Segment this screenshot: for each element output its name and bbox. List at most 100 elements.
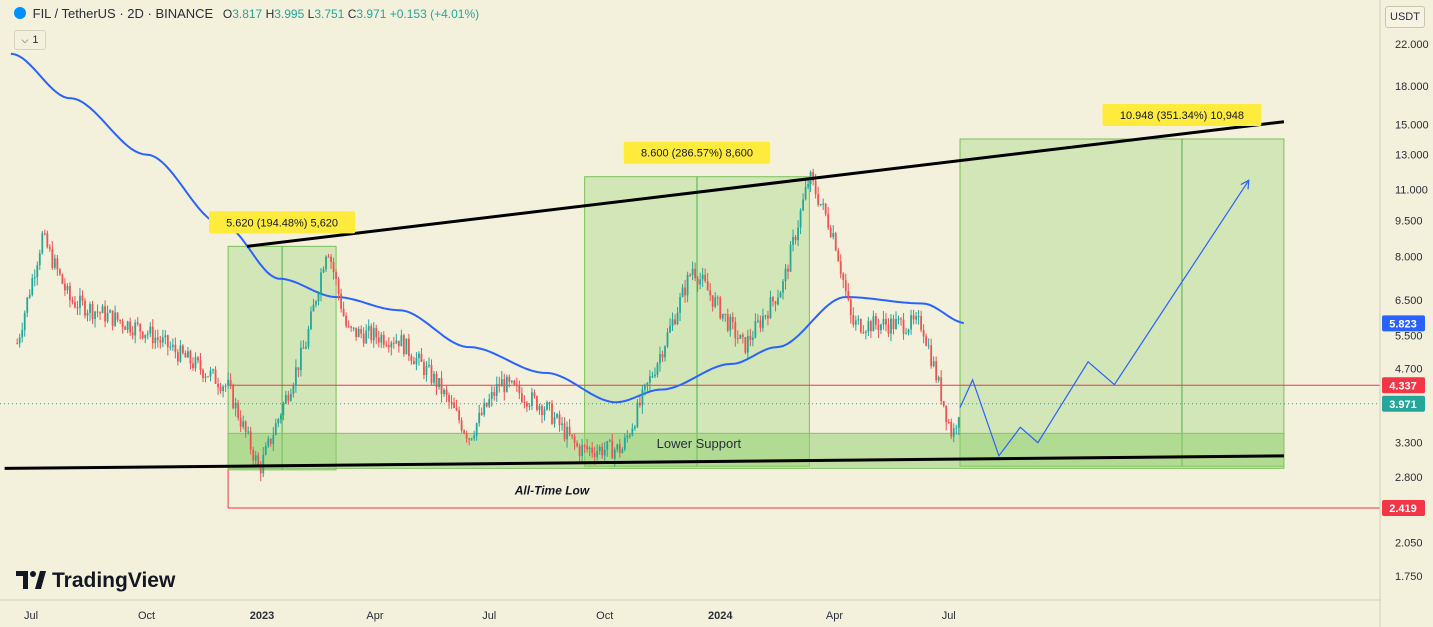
candle-body — [305, 346, 307, 349]
candle-body — [292, 385, 295, 394]
candle-body — [224, 385, 227, 387]
candle-body — [822, 203, 825, 205]
candle-body — [192, 363, 194, 369]
y-tick-label: 11.000 — [1395, 185, 1428, 197]
candle-body — [849, 299, 852, 316]
candle-body — [36, 265, 39, 278]
candle-body — [297, 367, 300, 371]
candle-body — [252, 449, 255, 461]
candle-body — [779, 292, 782, 298]
candle-body — [179, 345, 182, 362]
candle-body — [656, 363, 659, 375]
candle-body — [601, 446, 604, 456]
candle-body — [79, 295, 81, 308]
candle-body — [749, 336, 752, 340]
candle-body — [445, 389, 448, 396]
candle-body — [28, 294, 31, 298]
candle-body — [671, 319, 674, 326]
candle-body — [402, 335, 405, 355]
candle-body — [679, 296, 681, 313]
candle-body — [310, 311, 312, 329]
candle-body — [400, 335, 403, 347]
candle-body — [754, 321, 757, 338]
candle-body — [593, 453, 596, 457]
candle-body — [66, 286, 69, 291]
candle-body — [736, 338, 739, 340]
logo-text: TradingView — [52, 569, 176, 592]
candle-body — [957, 417, 960, 428]
projection-path — [959, 179, 1250, 458]
currency-button[interactable]: USDT — [1385, 6, 1425, 28]
candle-body — [199, 360, 202, 370]
candle-body — [249, 431, 252, 450]
candle-body — [58, 269, 61, 275]
candle-body — [124, 326, 127, 330]
candle-body — [340, 293, 342, 309]
candle-body — [116, 312, 119, 320]
candle-body — [146, 333, 149, 335]
candle-body — [588, 447, 591, 450]
measure-1-label: 5.620 (194.48%) 5,620 — [226, 217, 338, 229]
candle-body — [81, 295, 84, 301]
candle-body — [767, 315, 769, 319]
candle-body — [390, 342, 393, 348]
candle-body — [483, 402, 486, 415]
candle-body — [370, 326, 373, 341]
candle-body — [397, 340, 400, 347]
candle-body — [31, 278, 34, 295]
candle-body — [377, 337, 380, 343]
candle-body — [134, 322, 137, 336]
candle-body — [99, 312, 101, 314]
candle-body — [227, 379, 230, 386]
candle-body — [681, 287, 684, 297]
candle-body — [51, 248, 54, 268]
candle-body — [41, 233, 44, 254]
candle-body — [583, 445, 586, 447]
candle-body — [603, 449, 606, 456]
candle-body — [578, 446, 581, 457]
candle-body — [518, 384, 521, 394]
candle-body — [468, 438, 471, 440]
candle-body — [541, 406, 543, 416]
candle-body — [154, 337, 157, 344]
candle-body — [307, 328, 310, 347]
candle-body — [922, 330, 925, 337]
candle-body — [563, 423, 566, 440]
candle-body — [475, 423, 478, 436]
candle-body — [546, 402, 548, 410]
y-tick-label: 2.800 — [1395, 472, 1423, 484]
candle-body — [345, 315, 348, 327]
candle-body — [814, 180, 817, 195]
candle-body — [756, 320, 759, 322]
candle-body — [638, 402, 641, 406]
candle-body — [84, 300, 86, 316]
candle-body — [139, 323, 142, 332]
candle-body — [764, 315, 767, 317]
all-time-low-price-badge — [1382, 499, 1425, 516]
candle-body — [171, 344, 174, 347]
candle-body — [950, 422, 953, 437]
measure-1-label-bg — [208, 211, 356, 234]
candle-body — [440, 378, 443, 395]
indicator-toggle-button[interactable]: ⌵ 1 — [14, 30, 46, 50]
candle-body — [46, 233, 49, 248]
all-time-low-annotation: All-Time Low — [514, 483, 590, 497]
candle-body — [824, 203, 827, 214]
upper-resistance-trendline — [246, 120, 1285, 248]
y-tick-label: 13.000 — [1395, 150, 1429, 162]
candle-body — [365, 330, 368, 344]
y-tick-label: 1.750 — [1395, 571, 1423, 583]
measure-3-box — [959, 138, 1285, 467]
candle-body — [581, 445, 584, 457]
candle-body — [940, 377, 943, 401]
candle-body — [282, 403, 285, 416]
candle-body — [739, 334, 742, 339]
candle-body — [322, 269, 325, 273]
candle-body — [729, 316, 732, 331]
candle-body — [413, 360, 415, 365]
candle-body — [38, 253, 41, 266]
candle-body — [503, 379, 506, 393]
candle-body — [458, 410, 461, 421]
symbol-header[interactable]: FIL / TetherUS · 2D · BINANCE O3.817 H3.… — [14, 6, 479, 21]
